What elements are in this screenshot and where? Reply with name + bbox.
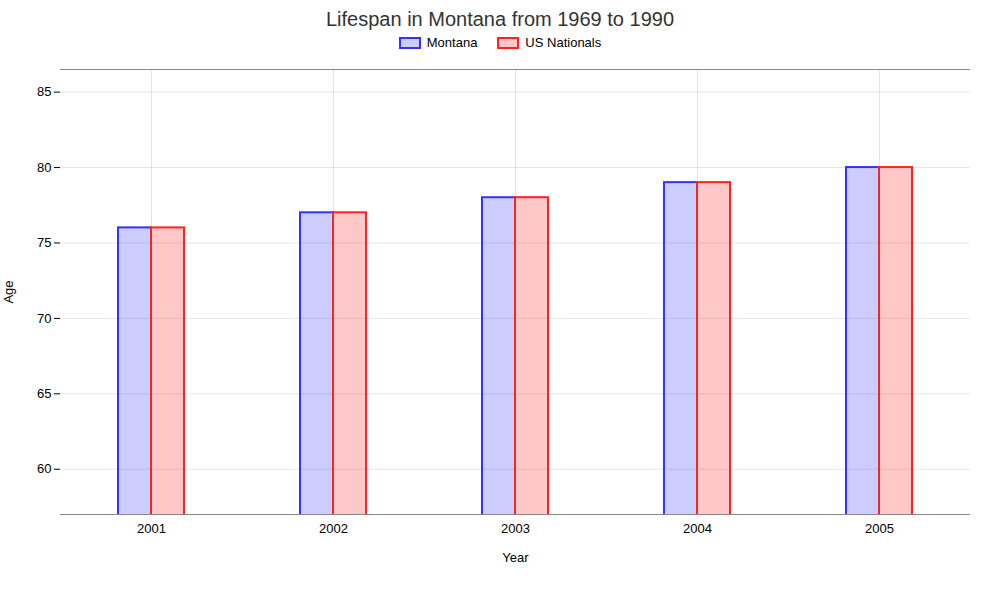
svg-text:Year: Year	[502, 550, 529, 565]
svg-text:2005: 2005	[865, 521, 894, 536]
svg-text:2001: 2001	[137, 521, 166, 536]
svg-text:70: 70	[37, 311, 51, 326]
html-text:US Nationals: US Nationals	[525, 35, 602, 50]
svg-text:2004: 2004	[683, 521, 712, 536]
html-text:Lifespan in Montana from 1969: Lifespan in Montana from 1969 to 1990	[326, 8, 674, 30]
svg-text:85: 85	[37, 84, 51, 99]
svg-text:65: 65	[37, 386, 51, 401]
svg-text:2003: 2003	[501, 521, 530, 536]
svg-text:80: 80	[37, 160, 51, 175]
svg-text:75: 75	[37, 235, 51, 250]
html-text:Montana: Montana	[426, 35, 478, 50]
svg-text:60: 60	[37, 461, 51, 476]
svg-text:2002: 2002	[319, 521, 348, 536]
svg-text:Age: Age	[1, 280, 16, 303]
